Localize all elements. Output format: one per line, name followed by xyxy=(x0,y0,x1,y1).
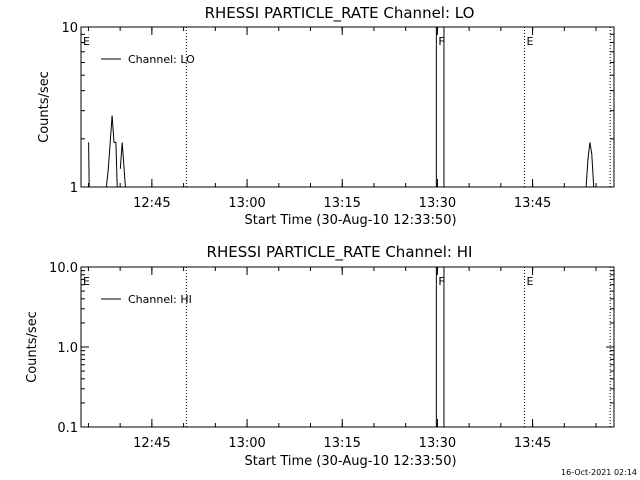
hi-x-tick-label: 13:15 xyxy=(323,436,360,451)
lo-plot-frame xyxy=(80,26,615,188)
lo-channel-plot: RHESSI PARTICLE_RATE Channel: LO 1 10 12:45… xyxy=(37,4,615,228)
lo-series-line xyxy=(119,142,126,188)
lo-x-tick-label: 13:00 xyxy=(228,196,265,211)
hi-x-tick-label: 12:45 xyxy=(133,436,170,451)
lo-series-line xyxy=(585,142,595,188)
generation-timestamp: 16-Oct-2021 02:14 xyxy=(561,468,637,477)
lo-x-tick-label: 13:30 xyxy=(419,196,456,211)
hi-y-tick-label: 0.1 xyxy=(57,421,78,436)
hi-chart-title: RHESSI PARTICLE_RATE Channel: HI xyxy=(207,243,473,262)
lo-x-tick-label: 12:45 xyxy=(133,196,170,211)
lo-x-tick-label: 13:45 xyxy=(514,196,551,211)
lo-event-marker-label: E xyxy=(83,35,90,48)
hi-event-marker-label: E xyxy=(527,275,534,288)
hi-event-marker-label: E xyxy=(83,275,90,288)
lo-event-marker-label: E xyxy=(527,35,534,48)
lo-event-marker-label: F xyxy=(438,35,444,48)
hi-y-axis-label: Counts/sec xyxy=(25,311,40,383)
hi-y-tick-label: 1.0 xyxy=(57,341,78,356)
lo-x-tick-label: 13:15 xyxy=(323,196,360,211)
lo-series-line xyxy=(88,142,90,188)
hi-x-axis-label: Start Time (30-Aug-10 12:33:50) xyxy=(244,454,456,469)
lo-series-line xyxy=(105,115,118,188)
lo-legend-label: Channel: LO xyxy=(128,53,195,66)
hi-y-tick-label: 10.0 xyxy=(49,261,78,276)
hi-x-tick-label: 13:45 xyxy=(514,436,551,451)
lo-y-axis-label: Counts/sec xyxy=(37,71,52,143)
lo-x-axis-label: Start Time (30-Aug-10 12:33:50) xyxy=(244,213,456,228)
hi-event-marker-label: F xyxy=(438,275,444,288)
lo-y-tick-label: 1 xyxy=(70,181,78,196)
hi-channel-plot: RHESSI PARTICLE_RATE Channel: HI 0.1 1.0 10… xyxy=(25,243,615,469)
lo-y-tick-label: 10 xyxy=(61,21,78,36)
hi-x-tick-label: 13:00 xyxy=(228,436,265,451)
hi-x-tick-label: 13:30 xyxy=(419,436,456,451)
lo-chart-title: RHESSI PARTICLE_RATE Channel: LO xyxy=(205,4,475,23)
hi-plot-frame xyxy=(80,266,615,428)
hi-legend-label: Channel: HI xyxy=(128,293,192,306)
